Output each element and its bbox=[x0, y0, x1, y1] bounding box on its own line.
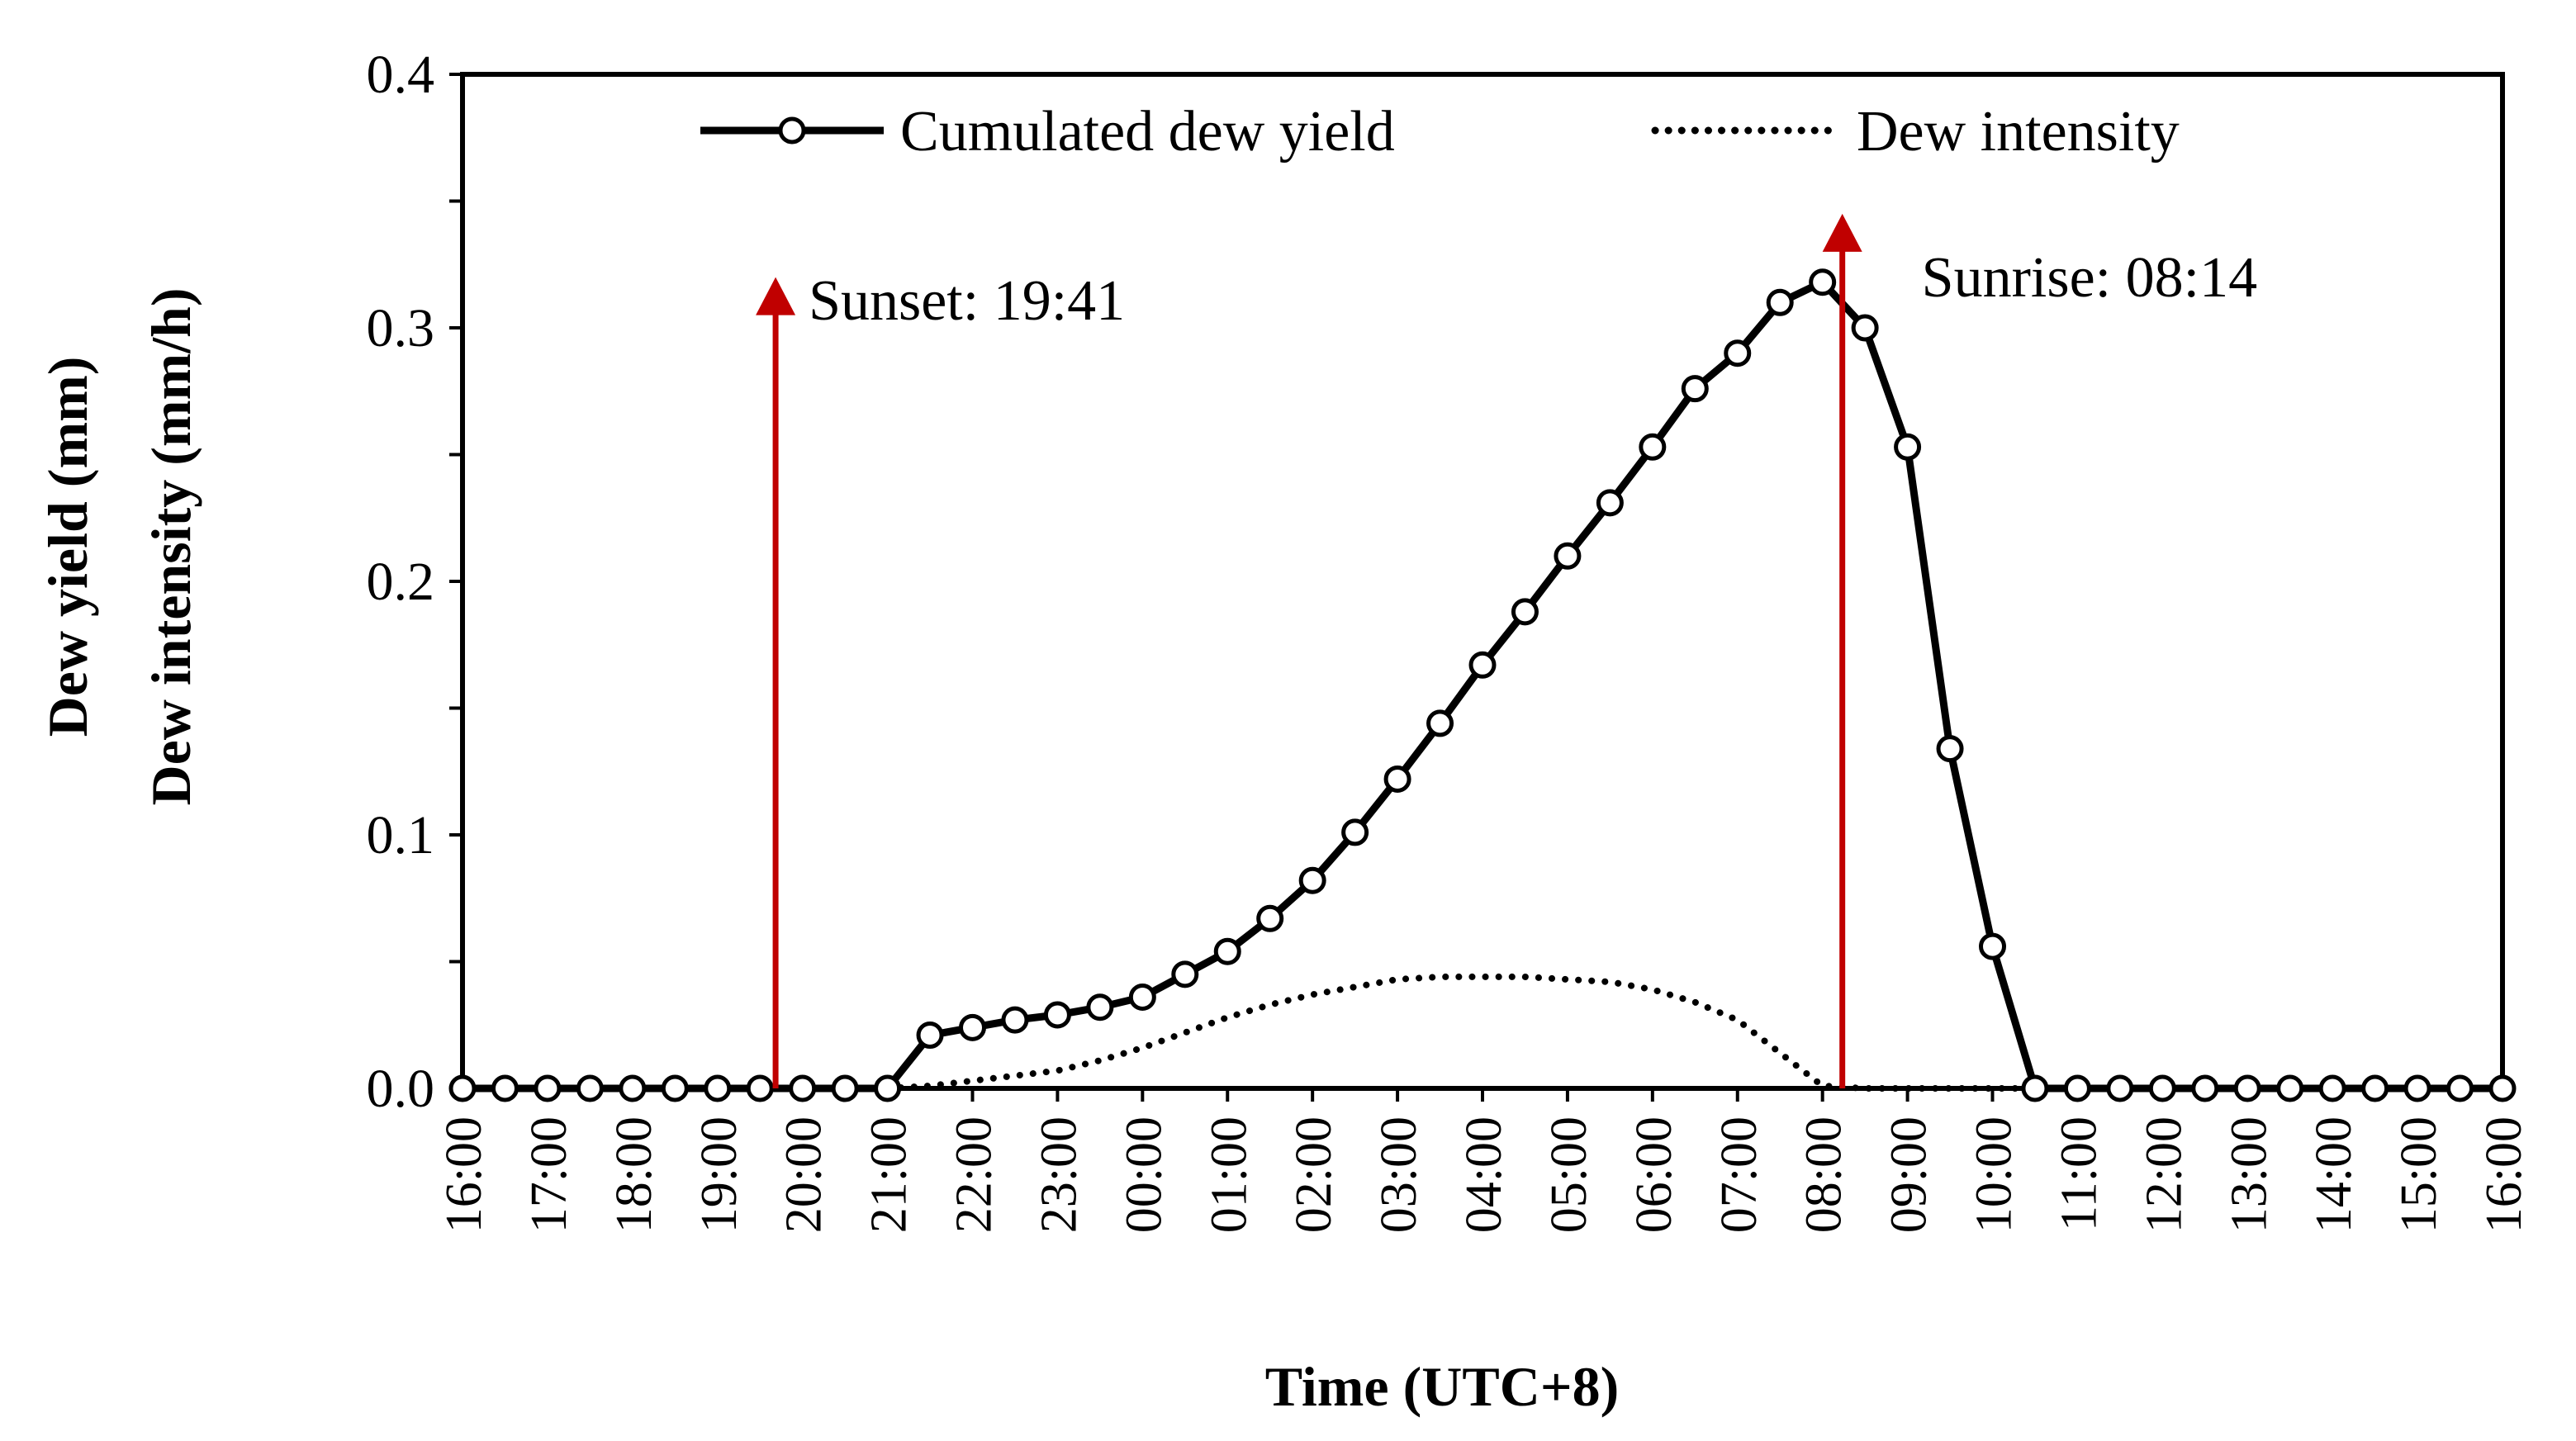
x-tick-label: 07:00 bbox=[1711, 1116, 1767, 1233]
x-tick-label: 12:00 bbox=[2136, 1116, 2192, 1233]
x-tick-label: 15:00 bbox=[2391, 1116, 2447, 1233]
plot-frame bbox=[460, 72, 2505, 1091]
x-tick-label: 04:00 bbox=[1456, 1116, 1512, 1233]
annotation-arrow-head bbox=[1822, 213, 1862, 252]
sunrise-label: Sunrise: 08:14 bbox=[1922, 246, 2257, 310]
x-tick-label: 13:00 bbox=[2221, 1116, 2277, 1233]
x-tick-label: 11:00 bbox=[2051, 1116, 2107, 1231]
data-point bbox=[1128, 983, 1156, 1011]
x-tick-label: 16:00 bbox=[2476, 1116, 2532, 1233]
data-point bbox=[2106, 1074, 2134, 1102]
y-tick-label: 0.3 bbox=[367, 298, 435, 358]
series-line-cumulated-dew-yield bbox=[463, 278, 2502, 1093]
data-point bbox=[1809, 268, 1837, 296]
data-point bbox=[1724, 339, 1752, 367]
x-tick-label: 17:00 bbox=[521, 1116, 577, 1233]
data-point bbox=[2276, 1074, 2304, 1102]
y-tick-label: 0.0 bbox=[367, 1059, 435, 1119]
data-point bbox=[1086, 993, 1114, 1021]
x-tick-label: 14:00 bbox=[2306, 1116, 2362, 1233]
data-point bbox=[831, 1074, 859, 1102]
data-point bbox=[2233, 1074, 2261, 1102]
x-tick-label: 18:00 bbox=[606, 1116, 662, 1233]
x-tick-label: 21:00 bbox=[861, 1116, 918, 1233]
data-point bbox=[534, 1074, 562, 1102]
legend-label-cumulated-dew-yield: Cumulated dew yield bbox=[900, 100, 1395, 164]
series-line-dew-intensity bbox=[884, 973, 2038, 1092]
data-point bbox=[1171, 960, 1199, 988]
x-tick-label: 16:00 bbox=[436, 1116, 492, 1233]
data-point bbox=[1639, 433, 1667, 461]
x-tick-label: 19:00 bbox=[691, 1116, 747, 1233]
data-point bbox=[1426, 709, 1454, 737]
x-tick-label: 01:00 bbox=[1201, 1116, 1257, 1233]
data-point bbox=[1043, 1001, 1071, 1029]
data-point bbox=[2063, 1074, 2091, 1102]
data-point bbox=[1001, 1006, 1029, 1034]
data-point bbox=[1681, 375, 1709, 403]
data-point bbox=[874, 1074, 902, 1102]
data-point bbox=[2021, 1074, 2049, 1102]
data-point bbox=[2446, 1074, 2474, 1102]
y-axis-title-line1: Dew yield (mm) bbox=[36, 357, 99, 737]
data-point bbox=[1511, 598, 1539, 626]
data-point bbox=[1979, 932, 2006, 960]
data-point bbox=[2403, 1074, 2431, 1102]
x-tick-label: 05:00 bbox=[1541, 1116, 1597, 1233]
x-tick-label: 08:00 bbox=[1796, 1116, 1853, 1233]
x-tick-label: 22:00 bbox=[946, 1116, 1003, 1233]
data-point bbox=[661, 1074, 689, 1102]
data-point bbox=[2361, 1074, 2389, 1102]
legend-label-dew-intensity: Dew intensity bbox=[1857, 100, 2180, 164]
data-point bbox=[1341, 818, 1369, 846]
data-point bbox=[2191, 1074, 2219, 1102]
data-point bbox=[619, 1074, 647, 1102]
x-tick-label: 10:00 bbox=[1966, 1116, 2023, 1233]
data-point bbox=[1213, 937, 1241, 965]
data-point bbox=[1554, 542, 1582, 570]
data-point bbox=[1256, 904, 1284, 932]
x-tick-label: 03:00 bbox=[1371, 1116, 1427, 1233]
annotation-arrow-head bbox=[756, 277, 796, 315]
x-tick-label: 20:00 bbox=[776, 1116, 833, 1233]
x-tick-label: 02:00 bbox=[1286, 1116, 1342, 1233]
data-point bbox=[1298, 866, 1326, 894]
data-point bbox=[1596, 489, 1624, 517]
data-point bbox=[448, 1074, 477, 1102]
data-point bbox=[2148, 1074, 2176, 1102]
data-point bbox=[2488, 1074, 2517, 1102]
y-tick-label: 0.4 bbox=[367, 45, 435, 105]
x-axis-title: Time (UTC+8) bbox=[1265, 1355, 1619, 1418]
y-axis-title-line2: Dew intensity (mm/h) bbox=[140, 287, 202, 805]
data-point bbox=[746, 1074, 774, 1102]
data-point bbox=[1383, 765, 1411, 793]
data-point bbox=[1468, 651, 1497, 679]
data-point bbox=[491, 1074, 519, 1102]
data-point bbox=[959, 1013, 986, 1041]
y-tick-label: 0.2 bbox=[367, 552, 435, 612]
x-tick-label: 23:00 bbox=[1031, 1116, 1087, 1233]
data-point bbox=[576, 1074, 604, 1102]
data-point bbox=[1851, 314, 1879, 342]
x-tick-label: 09:00 bbox=[1881, 1116, 1938, 1233]
data-point bbox=[1936, 735, 1964, 763]
sunset-label: Sunset: 19:41 bbox=[809, 269, 1125, 333]
data-point bbox=[1766, 288, 1794, 316]
data-point bbox=[1894, 433, 1922, 461]
legend-marker-cumulated-dew-yield bbox=[778, 116, 806, 145]
data-point bbox=[704, 1074, 732, 1102]
data-point bbox=[916, 1021, 944, 1050]
y-tick-label: 0.1 bbox=[367, 805, 435, 865]
x-tick-label: 00:00 bbox=[1116, 1116, 1172, 1233]
data-point bbox=[2318, 1074, 2346, 1102]
data-point bbox=[789, 1074, 817, 1102]
x-tick-label: 06:00 bbox=[1626, 1116, 1682, 1233]
